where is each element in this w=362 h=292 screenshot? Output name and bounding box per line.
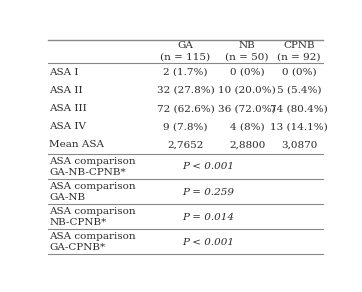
Text: ASA IV: ASA IV	[50, 122, 87, 131]
Text: CPNB
(n = 92): CPNB (n = 92)	[277, 41, 321, 62]
Text: ASA comparison
NB-CPNB*: ASA comparison NB-CPNB*	[50, 207, 136, 227]
Text: 2,7652: 2,7652	[167, 140, 204, 149]
Text: P < 0.001: P < 0.001	[182, 162, 234, 171]
Text: GA
(n = 115): GA (n = 115)	[160, 41, 211, 62]
Text: Mean ASA: Mean ASA	[50, 140, 105, 149]
Text: 0 (0%): 0 (0%)	[230, 68, 265, 77]
Text: ASA comparison
GA-NB-CPNB*: ASA comparison GA-NB-CPNB*	[50, 157, 136, 177]
Text: ASA II: ASA II	[50, 86, 83, 95]
Text: NB
(n = 50): NB (n = 50)	[226, 41, 269, 62]
Text: ASA I: ASA I	[50, 68, 79, 77]
Text: 32 (27.8%): 32 (27.8%)	[157, 86, 214, 95]
Text: ASA comparison
GA-NB: ASA comparison GA-NB	[50, 182, 136, 202]
Text: 13 (14.1%): 13 (14.1%)	[270, 122, 328, 131]
Text: 9 (7.8%): 9 (7.8%)	[163, 122, 208, 131]
Text: P = 0.014: P = 0.014	[182, 213, 234, 222]
Text: 74 (80.4%): 74 (80.4%)	[270, 104, 328, 113]
Text: 72 (62.6%): 72 (62.6%)	[157, 104, 214, 113]
Text: ASA comparison
GA-CPNB*: ASA comparison GA-CPNB*	[50, 232, 136, 252]
Text: 2,8800: 2,8800	[229, 140, 265, 149]
Text: 36 (72.0%): 36 (72.0%)	[218, 104, 276, 113]
Text: 3,0870: 3,0870	[281, 140, 317, 149]
Text: 4 (8%): 4 (8%)	[230, 122, 265, 131]
Text: 2 (1.7%): 2 (1.7%)	[163, 68, 208, 77]
Text: ASA III: ASA III	[50, 104, 87, 113]
Text: P = 0.259: P = 0.259	[182, 187, 234, 197]
Text: 10 (20.0%): 10 (20.0%)	[218, 86, 276, 95]
Text: 5 (5.4%): 5 (5.4%)	[277, 86, 321, 95]
Text: P < 0.001: P < 0.001	[182, 238, 234, 247]
Text: 0 (0%): 0 (0%)	[282, 68, 316, 77]
